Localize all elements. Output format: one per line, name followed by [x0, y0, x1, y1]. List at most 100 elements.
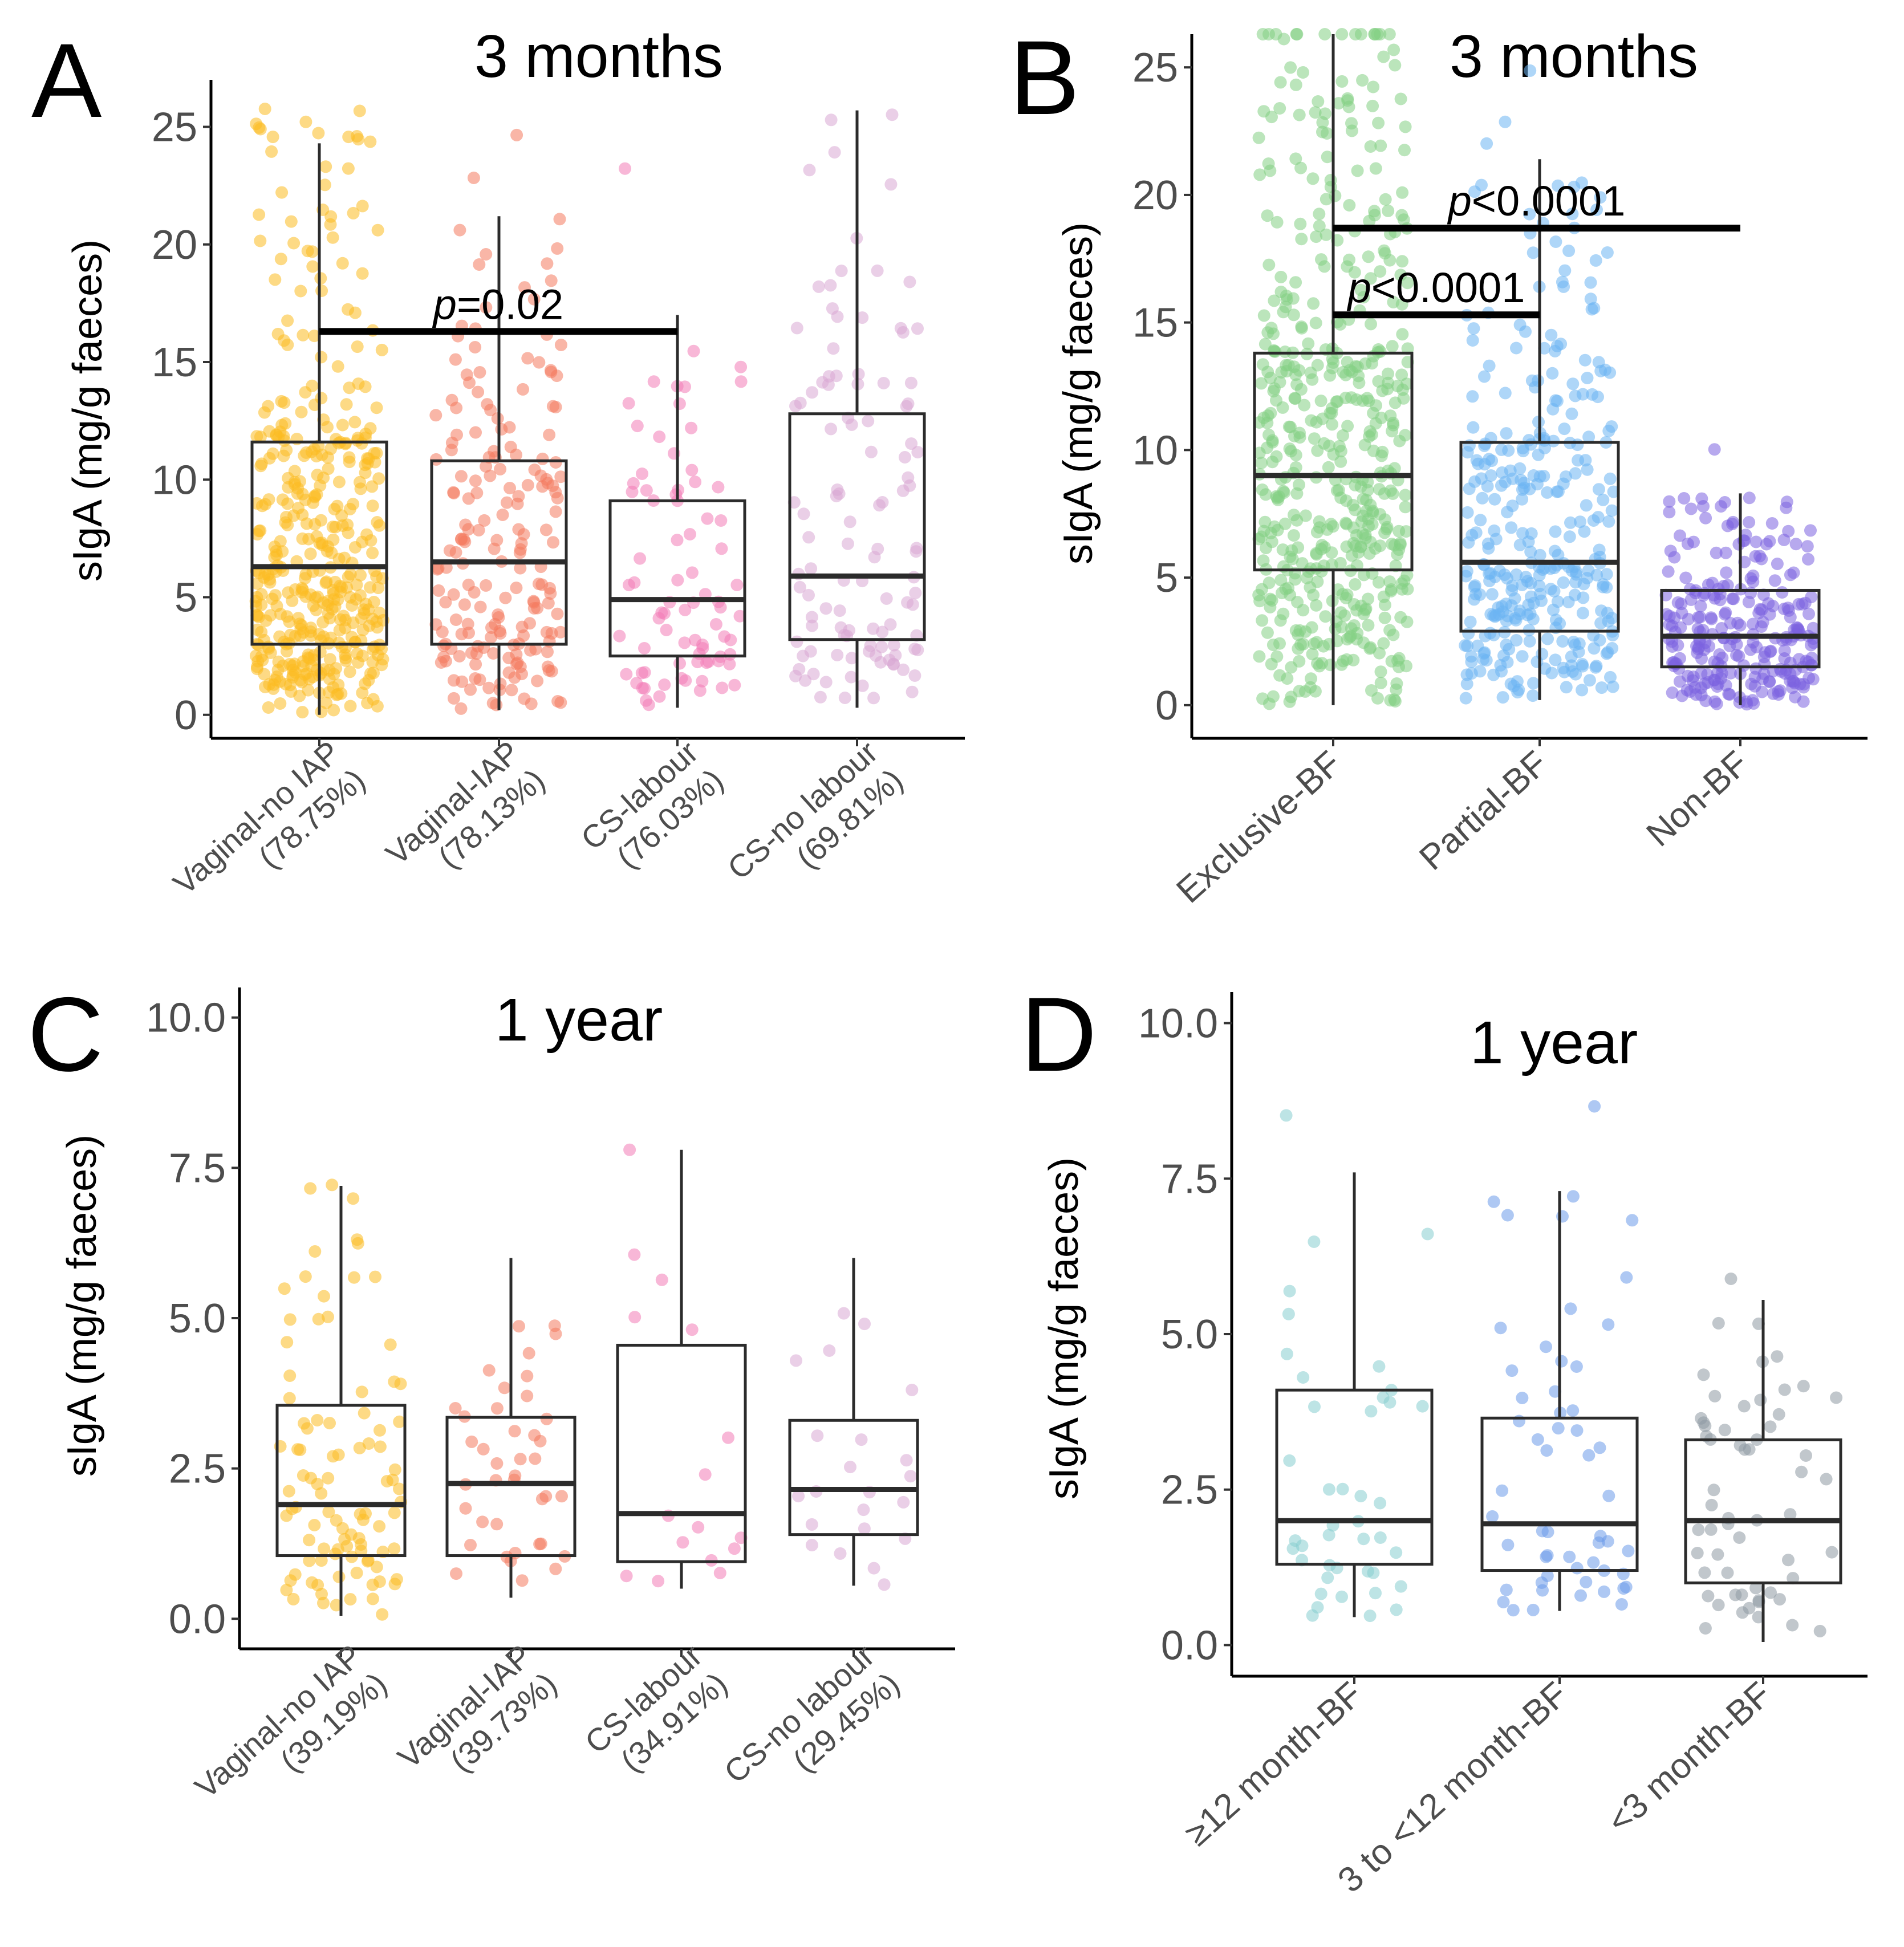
y-axis-label: sIgA (mg/g faeces)	[1055, 222, 1101, 564]
data-point	[1558, 264, 1572, 277]
x-tick-label: CS-labour(76.03%)	[574, 734, 730, 885]
data-point	[437, 639, 450, 652]
data-point	[1474, 514, 1487, 527]
data-point	[1602, 424, 1615, 437]
data-point	[1480, 137, 1493, 150]
data-point	[332, 1570, 346, 1583]
data-point	[372, 472, 385, 485]
data-point	[733, 609, 746, 623]
data-point	[803, 164, 816, 177]
data-point	[1524, 64, 1537, 77]
data-point	[315, 514, 327, 527]
data-point	[302, 684, 315, 697]
y-tick-label: 2.5	[1161, 1468, 1218, 1513]
iqr-box	[788, 412, 926, 641]
data-point	[1805, 591, 1818, 604]
data-point	[1516, 527, 1529, 540]
data-point	[1265, 111, 1278, 124]
data-point	[793, 662, 806, 676]
data-point	[1666, 686, 1679, 699]
data-point	[356, 267, 369, 280]
data-point	[306, 245, 319, 258]
data-point	[714, 601, 727, 614]
data-point	[331, 360, 344, 373]
data-point	[1277, 32, 1290, 46]
iqr-box	[430, 459, 568, 646]
data-point	[1727, 592, 1740, 605]
data-point	[473, 673, 486, 686]
data-point	[1255, 377, 1268, 390]
data-point	[508, 1425, 521, 1438]
data-point	[1545, 328, 1558, 342]
data-point	[388, 1542, 401, 1555]
data-point	[1780, 501, 1793, 514]
data-point	[1715, 667, 1728, 680]
data-point	[1365, 684, 1378, 697]
data-point	[281, 314, 294, 327]
data-point	[1684, 502, 1698, 515]
y-tick-label: 15	[152, 340, 197, 385]
data-point	[1495, 443, 1508, 456]
data-point	[364, 581, 377, 594]
data-point	[1541, 1549, 1554, 1562]
data-point	[1347, 619, 1361, 632]
data-point	[1763, 608, 1776, 621]
data-point	[1391, 548, 1404, 561]
data-point	[1305, 672, 1317, 685]
data-point	[1699, 1622, 1712, 1635]
data-point	[1825, 1546, 1838, 1559]
data-point	[546, 400, 559, 413]
data-point	[431, 563, 444, 576]
data-point	[315, 351, 328, 364]
data-point	[297, 626, 310, 639]
data-point	[1314, 1587, 1327, 1600]
data-point	[1590, 568, 1603, 582]
data-point	[1513, 462, 1527, 475]
data-point	[494, 462, 507, 475]
data-point	[1319, 610, 1332, 623]
data-point	[1580, 499, 1593, 512]
data-point	[1508, 592, 1521, 605]
data-point	[1378, 247, 1391, 260]
data-point	[1386, 487, 1399, 500]
data-point	[1730, 638, 1743, 651]
data-point	[894, 322, 907, 335]
data-point	[512, 523, 525, 536]
data-point	[1385, 585, 1398, 597]
data-point	[1468, 185, 1481, 198]
data-point	[638, 642, 651, 655]
data-point	[683, 528, 696, 540]
data-point	[1318, 260, 1331, 273]
data-point	[1675, 597, 1688, 611]
data-point	[275, 395, 288, 408]
data-point	[867, 692, 880, 705]
data-point	[1299, 625, 1312, 638]
data-point	[328, 503, 341, 515]
data-point	[480, 301, 493, 314]
data-point	[1376, 445, 1389, 458]
data-point	[1557, 661, 1570, 674]
data-point	[1744, 572, 1757, 585]
data-point	[547, 536, 559, 549]
data-point	[877, 377, 890, 389]
data-point	[834, 1547, 847, 1560]
data-point	[1461, 446, 1474, 459]
data-point	[1293, 108, 1306, 121]
data-point	[1525, 374, 1538, 387]
data-point	[322, 1472, 335, 1485]
data-point	[1294, 217, 1307, 230]
data-point	[905, 437, 918, 450]
data-point	[319, 160, 332, 173]
data-point	[718, 630, 731, 643]
data-point	[1318, 107, 1331, 120]
data-point	[1820, 1473, 1833, 1486]
data-point	[1390, 1603, 1403, 1616]
data-point	[1706, 576, 1719, 590]
data-point	[1516, 493, 1529, 506]
data-point	[373, 1520, 386, 1533]
data-point	[1265, 657, 1278, 670]
data-point	[1362, 250, 1375, 263]
data-point	[347, 616, 360, 629]
data-point	[1256, 28, 1269, 40]
data-point	[1516, 650, 1529, 663]
